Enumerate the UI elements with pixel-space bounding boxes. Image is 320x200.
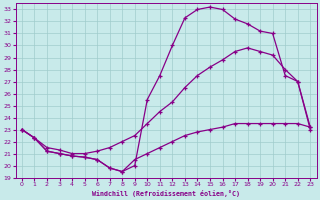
X-axis label: Windchill (Refroidissement éolien,°C): Windchill (Refroidissement éolien,°C) [92,190,240,197]
